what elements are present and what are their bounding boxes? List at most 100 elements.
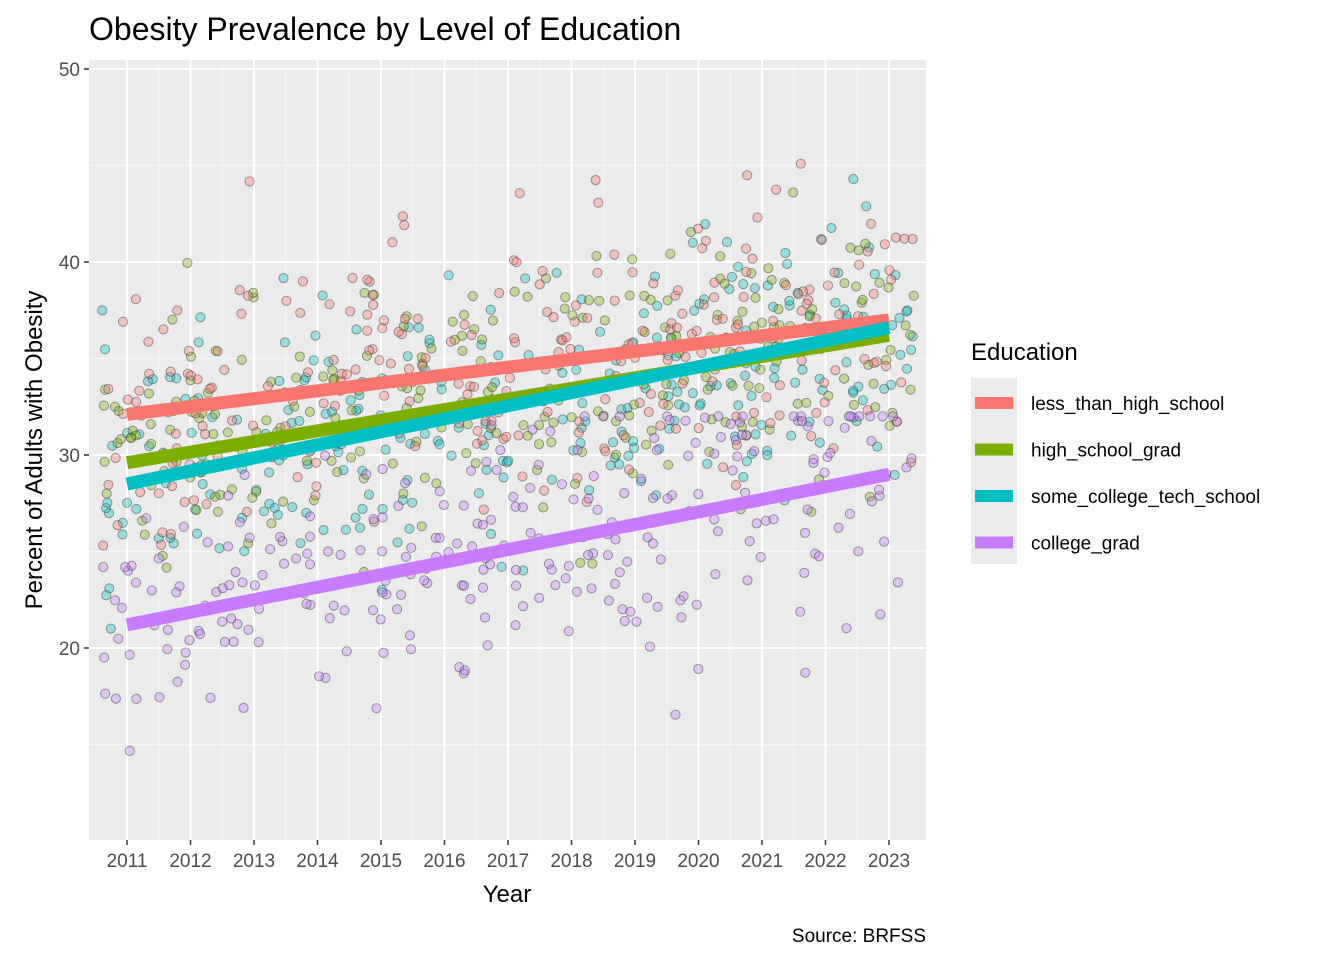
data-point	[622, 403, 633, 414]
data-point	[690, 437, 701, 448]
data-point	[683, 450, 694, 461]
data-point	[308, 495, 319, 506]
data-point	[732, 315, 743, 326]
data-point	[99, 456, 110, 467]
data-point	[262, 381, 274, 392]
data-point	[314, 671, 325, 682]
data-point	[877, 411, 888, 422]
data-point	[669, 415, 680, 426]
data-point	[800, 667, 811, 678]
data-point	[577, 312, 588, 323]
data-point	[857, 395, 869, 406]
data-point	[182, 368, 194, 379]
data-point	[666, 490, 678, 501]
data-point	[131, 430, 142, 441]
data-point	[655, 420, 666, 431]
data-point	[453, 378, 464, 389]
data-point	[328, 600, 339, 611]
data-point	[874, 484, 885, 495]
data-point	[609, 578, 621, 590]
data-point	[779, 277, 790, 289]
data-point	[610, 534, 621, 545]
data-point	[419, 472, 430, 483]
data-point	[489, 377, 501, 388]
data-point	[470, 458, 481, 469]
data-point	[180, 647, 191, 658]
data-point	[666, 379, 677, 390]
data-point	[113, 633, 124, 644]
data-point	[116, 602, 128, 614]
data-point	[100, 688, 111, 699]
data-point	[887, 411, 899, 422]
data-point	[377, 587, 388, 598]
data-point	[113, 405, 124, 417]
data-point	[471, 438, 483, 449]
data-point	[637, 325, 648, 336]
data-point	[709, 277, 720, 288]
data-point	[662, 295, 673, 306]
data-point	[457, 345, 468, 356]
data-point	[599, 315, 610, 326]
data-point	[156, 539, 167, 551]
data-point	[533, 459, 544, 470]
data-point	[145, 419, 156, 430]
data-point	[784, 300, 795, 311]
data-point	[407, 497, 418, 508]
data-point	[318, 524, 329, 536]
data-point	[614, 459, 625, 470]
data-point	[323, 356, 334, 367]
data-point	[258, 506, 270, 517]
data-point	[399, 313, 410, 324]
data-point	[304, 406, 315, 417]
data-point	[629, 442, 640, 454]
data-point	[851, 415, 862, 427]
data-point	[747, 253, 758, 264]
data-point	[289, 401, 300, 412]
data-point	[431, 478, 442, 489]
data-point	[399, 220, 410, 231]
data-point	[350, 512, 361, 523]
data-point	[628, 399, 640, 410]
data-point	[143, 388, 154, 399]
data-point	[353, 403, 364, 414]
data-point	[619, 488, 630, 499]
data-point	[396, 329, 407, 340]
data-point	[277, 536, 288, 547]
data-point	[721, 236, 733, 248]
data-point	[98, 561, 109, 573]
data-point	[563, 626, 574, 637]
data-point	[452, 538, 463, 549]
data-point	[725, 378, 736, 389]
data-point	[377, 323, 388, 334]
data-point	[185, 375, 196, 386]
data-point	[744, 536, 755, 547]
data-point	[766, 274, 777, 286]
data-point	[469, 324, 480, 335]
data-point	[162, 624, 173, 636]
data-point	[101, 503, 112, 514]
data-point	[405, 438, 416, 449]
data-point	[699, 412, 711, 423]
data-point	[522, 430, 533, 441]
data-point	[110, 693, 122, 704]
data-point	[358, 473, 369, 484]
data-point	[302, 367, 314, 378]
data-point	[146, 438, 157, 449]
data-point	[424, 334, 435, 345]
data-point	[819, 377, 830, 388]
data-point	[741, 266, 752, 278]
data-point	[715, 431, 727, 443]
data-point	[694, 298, 705, 309]
data-point	[105, 623, 116, 634]
data-point	[625, 606, 636, 617]
data-point	[335, 549, 346, 561]
data-point	[670, 423, 682, 434]
data-point	[162, 644, 173, 655]
data-point	[494, 287, 505, 299]
data-point	[124, 649, 135, 660]
data-point	[862, 246, 873, 257]
data-point	[677, 308, 688, 319]
data-point	[774, 410, 785, 421]
data-point	[265, 544, 276, 555]
legend-title: Education	[971, 339, 1078, 366]
